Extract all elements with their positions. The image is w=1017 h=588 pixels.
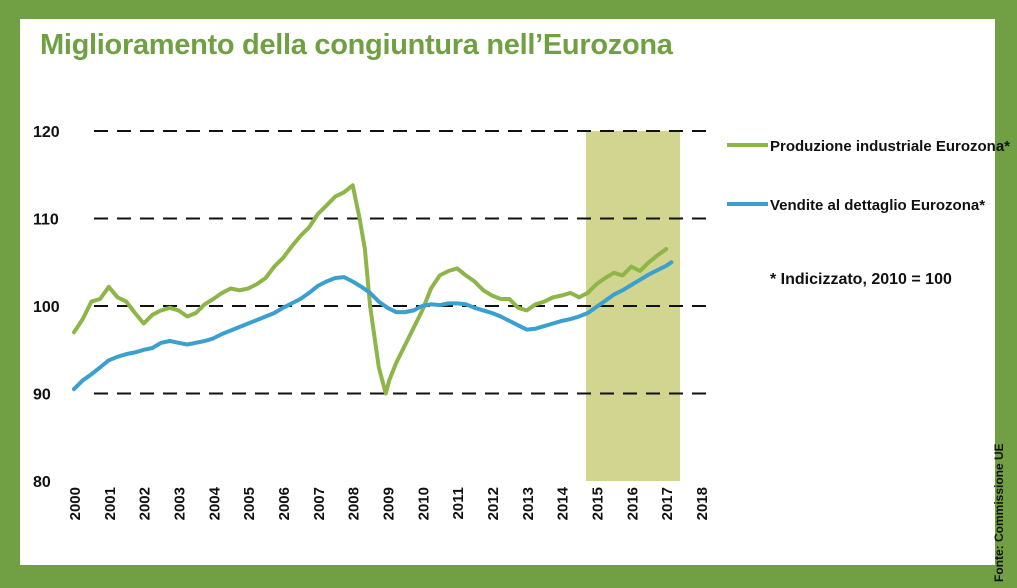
y-tick-label: 90 <box>33 387 51 404</box>
y-tick-label: 120 <box>33 124 60 141</box>
index-note: * Indicizzato, 2010 = 100 <box>770 271 952 288</box>
x-tick-label: 2011 <box>450 487 467 520</box>
x-tick-label: 2012 <box>485 487 502 520</box>
y-tick-label: 110 <box>33 212 59 229</box>
y-tick-label: 80 <box>33 474 51 491</box>
x-tick-label: 2003 <box>172 487 189 520</box>
y-tick-label: 100 <box>33 299 60 316</box>
legend-label: Vendite al dettaglio Eurozona* <box>770 197 985 214</box>
source-credit: Fonte: Commissione UE <box>992 443 1006 582</box>
chart-panel: Miglioramento della congiuntura nell’Eur… <box>20 19 995 565</box>
series-line-industrial <box>72 183 669 396</box>
x-tick-label: 2016 <box>624 487 641 520</box>
x-tick-label: 2008 <box>346 487 363 520</box>
x-tick-label: 2017 <box>659 487 676 520</box>
x-tick-label: 2015 <box>590 487 607 520</box>
series-line-retail <box>72 260 674 392</box>
x-tick-label: 2018 <box>694 487 711 520</box>
x-tick-label: 2004 <box>206 486 223 520</box>
legend-label: Produzione industriale Eurozona* <box>770 138 1010 155</box>
x-tick-label: 2010 <box>415 487 432 520</box>
x-tick-label: 2009 <box>381 487 398 520</box>
x-tick-label: 2013 <box>520 487 537 520</box>
x-tick-label: 2006 <box>276 487 293 520</box>
x-tick-label: 2001 <box>102 487 119 520</box>
x-tick-label: 2014 <box>555 486 572 520</box>
x-tick-label: 2005 <box>241 487 258 520</box>
x-tick-label: 2007 <box>311 487 328 520</box>
x-tick-label: 2000 <box>67 487 84 520</box>
x-tick-label: 2002 <box>137 487 154 520</box>
chart-title: Miglioramento della congiuntura nell’Eur… <box>40 29 673 61</box>
